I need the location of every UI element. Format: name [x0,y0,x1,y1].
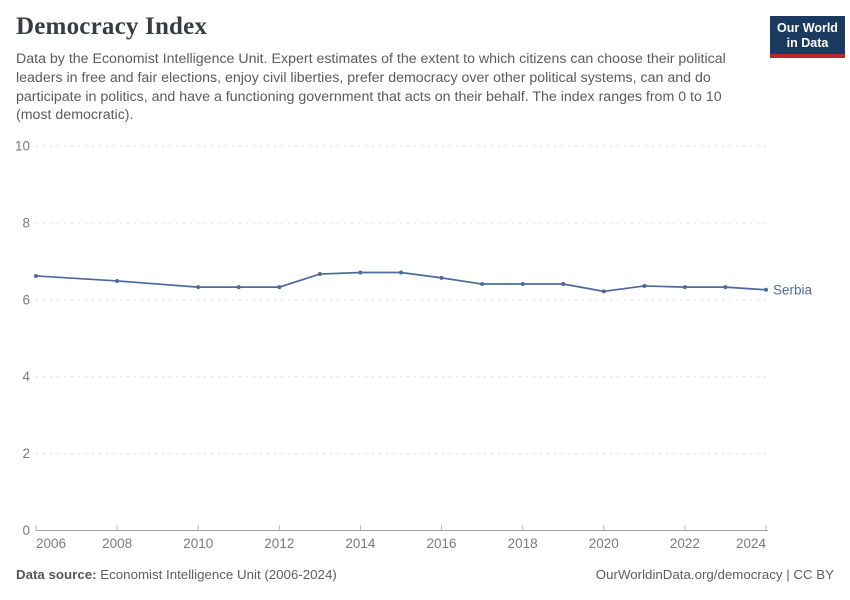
data-point [723,285,728,290]
chart-subtitle: Data by the Economist Intelligence Unit.… [16,51,726,124]
chart-title: Democracy Index [16,13,208,40]
y-tick-label: 8 [22,215,30,230]
chart-line [35,271,767,293]
data-point [115,278,120,283]
y-tick-label: 2 [22,446,30,461]
x-tick-label: 2008 [102,536,132,551]
data-point [764,287,768,292]
data-point [317,272,322,277]
data-source-label: Data source: [16,567,97,582]
x-tick-label: 2018 [508,536,538,551]
x-tick-label: 2024 [736,536,767,551]
data-point [196,285,201,290]
chart-footer: Data source: Economist Intelligence Unit… [16,567,834,582]
data-source: Data source: Economist Intelligence Unit… [16,567,337,582]
data-point [399,270,403,275]
x-tick-label: 2012 [264,536,294,551]
x-tick-label: 2022 [670,536,700,551]
attribution-link[interactable]: OurWorldinData.org/democracy | CC BY [595,567,834,582]
data-point [34,273,38,278]
entity-label: Serbia [773,282,813,297]
owid-logo[interactable]: Our World in Data [770,16,845,58]
owid-logo-line2: in Data [786,35,829,50]
data-point [520,282,525,287]
y-tick-label: 0 [22,523,30,538]
data-point [358,270,363,275]
data-point [642,283,647,288]
data-point [601,289,606,294]
y-tick-label: 6 [22,292,30,307]
data-point [277,285,282,290]
owid-logo-line1: Our World [777,21,838,35]
x-tick-label: 2010 [183,536,213,551]
owid-logo-text: Our World in Data [770,16,845,54]
data-source-text: Economist Intelligence Unit (2006-2024) [96,567,337,582]
y-tick-label: 4 [22,369,30,384]
x-tick-label: 2006 [36,536,66,551]
data-point [439,275,444,280]
y-tick-label: 10 [15,139,30,154]
x-tick-label: 2020 [589,536,619,551]
data-point [236,285,241,290]
x-tick-label: 2016 [427,536,457,551]
x-tick-label: 2014 [345,536,376,551]
data-point [561,282,566,287]
data-point [480,282,485,287]
data-point [682,285,687,290]
owid-logo-red-bar [770,54,845,58]
